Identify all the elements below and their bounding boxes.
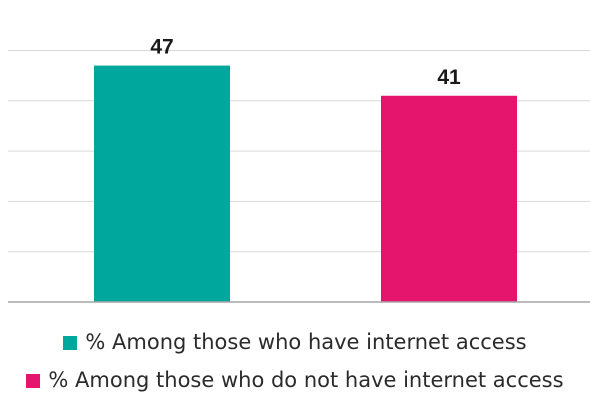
legend-label-internet-access: % Among those who have internet access <box>85 330 527 354</box>
legend-item-internet-access: % Among those who have internet access <box>0 330 590 354</box>
data-label-internet-access: 47 <box>150 36 173 59</box>
bar-internet-access <box>94 65 230 302</box>
legend-swatch-no-internet-access <box>26 374 41 388</box>
legend-item-no-internet-access: % Among those who do not have internet a… <box>0 368 590 392</box>
data-label-no-internet-access: 41 <box>437 66 461 89</box>
legend-swatch-internet-access <box>63 336 78 350</box>
legend-label-no-internet-access: % Among those who do not have internet a… <box>48 368 564 392</box>
bar-no-internet-access <box>381 95 517 303</box>
